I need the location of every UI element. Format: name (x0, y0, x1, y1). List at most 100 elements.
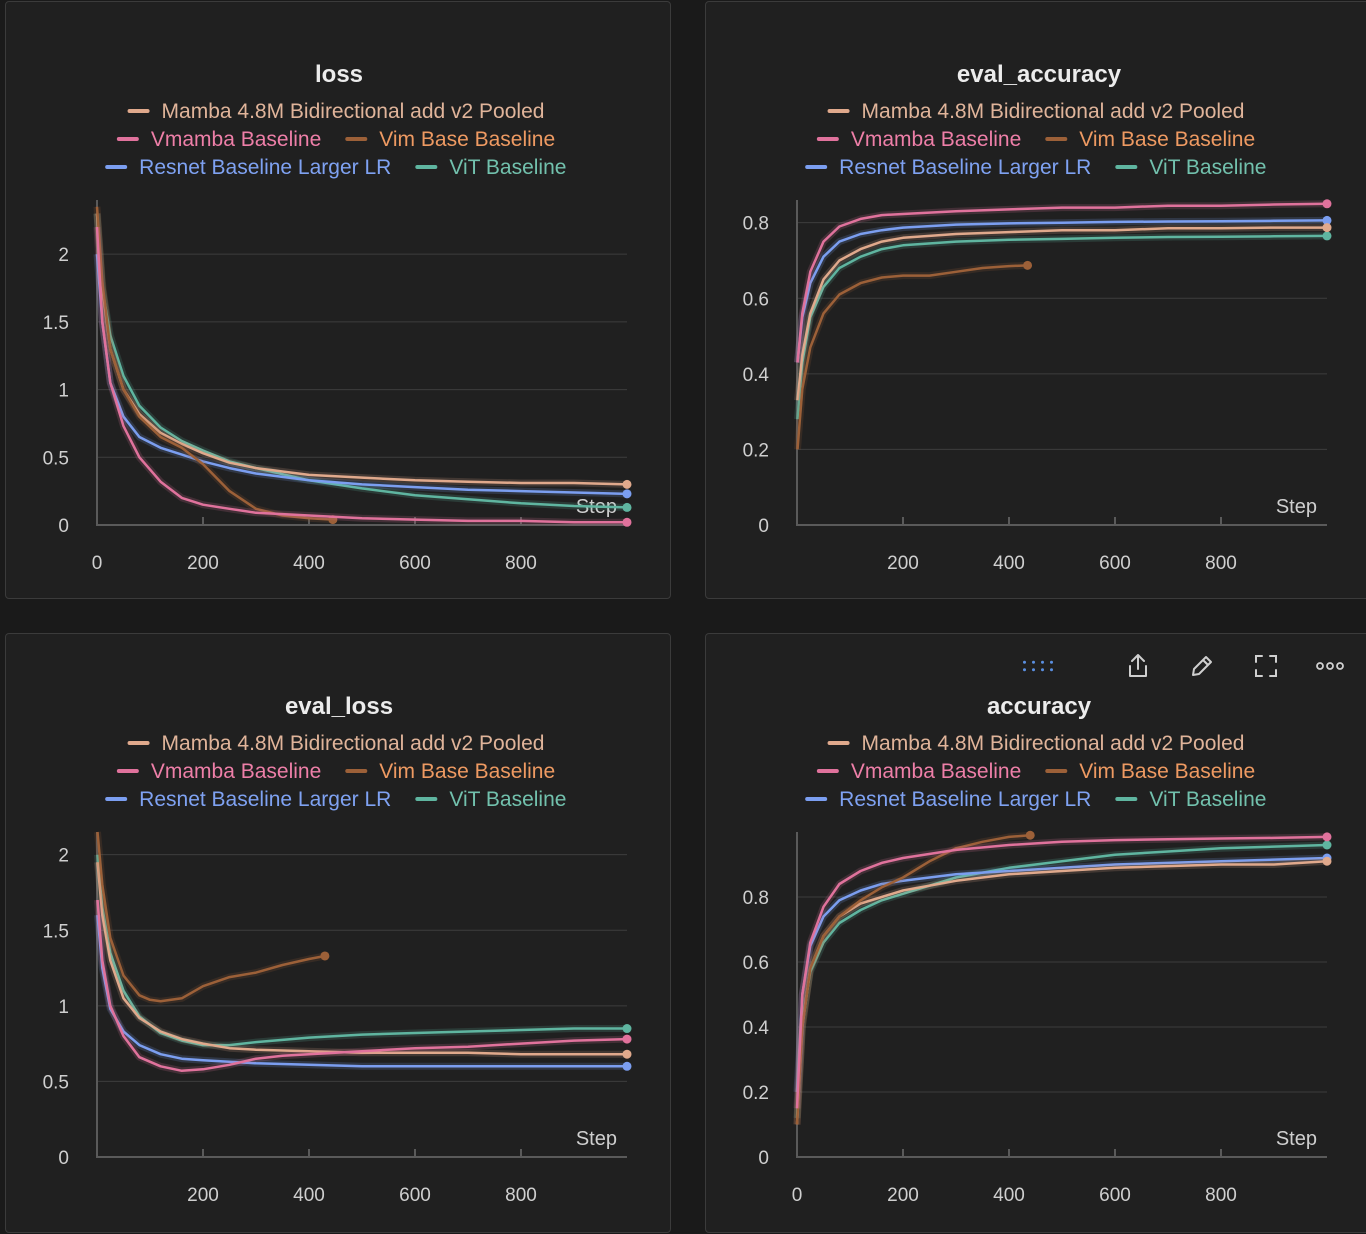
eval-accuracy-chart[interactable]: eval_accuracy Mamba 4.8M Bidirectional ad… (706, 2, 1366, 600)
accuracy-xtick-label: 0 (792, 1185, 803, 1206)
eval-accuracy-series-endpoint-vmamba-baseline[interactable] (1322, 199, 1332, 209)
eval-loss-series-endpoint-vit-baseline[interactable] (622, 1024, 632, 1034)
accuracy-series-band-vmamba-baseline (793, 833, 1328, 1109)
accuracy-ytick-label: 0.8 (743, 888, 769, 909)
loss-series-line-vmamba-baseline[interactable] (95, 227, 627, 524)
accuracy-series-endpoint-vit-baseline[interactable] (1322, 840, 1332, 850)
eval-loss-xtick-label: 200 (187, 1185, 219, 1206)
eval-loss-legend-vmamba-baseline[interactable]: Vmamba Baseline (116, 760, 321, 783)
eval-loss-ytick-label: 1.5 (43, 921, 69, 942)
eval-loss-series-endpoint-vmamba-baseline[interactable] (622, 1034, 632, 1044)
svg-text:Vim Base Baseline: Vim Base Baseline (379, 760, 555, 783)
eval-loss-series-line-mamba-4-8m-bidirectional-add-v2-pooled[interactable] (96, 862, 628, 1056)
accuracy-series-endpoint-mamba-4-8m-bidirectional-add-v2-pooled[interactable] (1322, 856, 1332, 866)
accuracy-xtick-label: 600 (1099, 1185, 1131, 1206)
accuracy-series-line-vim-base-baseline[interactable] (795, 834, 1031, 1125)
loss-series-line-vit-baseline[interactable] (95, 213, 628, 509)
accuracy-legend-vmamba-baseline[interactable]: Vmamba Baseline (816, 760, 1021, 783)
eval-accuracy-legend-vit-baseline[interactable]: ViT Baseline (1115, 156, 1266, 179)
eval-accuracy-series-endpoint-resnet-baseline-larger-lr[interactable] (1322, 215, 1332, 225)
accuracy-chart[interactable]: accuracy Mamba 4.8M Bidirectional add v2 … (706, 634, 1366, 1234)
svg-text:ViT Baseline: ViT Baseline (449, 788, 566, 811)
eval-accuracy-xtick-label: 800 (1205, 553, 1237, 574)
accuracy-xtick-label: 800 (1205, 1185, 1237, 1206)
eval-accuracy-legend-resnet-baseline-larger-lr[interactable]: Resnet Baseline Larger LR (805, 156, 1091, 179)
eval-loss-legend-resnet-baseline-larger-lr[interactable]: Resnet Baseline Larger LR (105, 788, 391, 811)
eval-loss-ytick-label: 0.5 (43, 1072, 69, 1093)
loss-xtick-label: 800 (505, 553, 537, 574)
eval-accuracy-title: eval_accuracy (957, 61, 1122, 88)
edit-icon[interactable] (1184, 648, 1220, 684)
eval-loss-series-band-mamba-4-8m-bidirectional-add-v2-pooled (94, 861, 627, 1058)
eval-accuracy-series-endpoint-mamba-4-8m-bidirectional-add-v2-pooled[interactable] (1322, 223, 1332, 233)
more-icon[interactable] (1312, 648, 1348, 684)
accuracy-legend-vit-baseline[interactable]: ViT Baseline (1115, 788, 1266, 811)
share-icon[interactable] (1120, 648, 1156, 684)
eval-loss-series-line-vit-baseline[interactable] (96, 854, 628, 1047)
eval-accuracy-legend-mamba-4-8m-bidirectional-add-v2-pooled[interactable]: Mamba 4.8M Bidirectional add v2 Pooled (827, 100, 1245, 123)
svg-text:Vmamba Baseline: Vmamba Baseline (151, 128, 321, 151)
loss-xtick-label: 600 (399, 553, 431, 574)
eval-loss-series-endpoint-mamba-4-8m-bidirectional-add-v2-pooled[interactable] (622, 1049, 632, 1059)
loss-legend-resnet-baseline-larger-lr[interactable]: Resnet Baseline Larger LR (105, 156, 391, 179)
eval-loss-chart[interactable]: eval_loss Mamba 4.8M Bidirectional add v2… (6, 634, 672, 1234)
loss-ytick-label: 0 (58, 516, 69, 537)
loss-series-endpoint-mamba-4-8m-bidirectional-add-v2-pooled[interactable] (622, 479, 632, 489)
loss-legend-mamba-4-8m-bidirectional-add-v2-pooled[interactable]: Mamba 4.8M Bidirectional add v2 Pooled (127, 100, 545, 123)
loss-chart[interactable]: loss Mamba 4.8M Bidirectional add v2 Pool… (6, 2, 672, 600)
eval-loss-series-line-vmamba-baseline[interactable] (96, 899, 628, 1073)
loss-legend-vmamba-baseline[interactable]: Vmamba Baseline (116, 128, 321, 151)
eval-accuracy-series-endpoint-vit-baseline[interactable] (1322, 231, 1332, 241)
loss-series-line-resnet-baseline-larger-lr[interactable] (95, 254, 628, 496)
eval-accuracy-series-line-vmamba-baseline[interactable] (796, 202, 1328, 363)
fullscreen-icon[interactable] (1248, 648, 1284, 684)
eval-loss-series-endpoint-vim-base-baseline[interactable] (320, 951, 330, 961)
eval-loss-xtick-label: 600 (399, 1185, 431, 1206)
loss-legend-vim-base-baseline[interactable]: Vim Base Baseline (345, 128, 555, 151)
loss-legend-vit-baseline[interactable]: ViT Baseline (415, 156, 566, 179)
eval-accuracy-series-line-mamba-4-8m-bidirectional-add-v2-pooled[interactable] (796, 226, 1328, 401)
eval-accuracy-legend-vmamba-baseline[interactable]: Vmamba Baseline (816, 128, 1021, 151)
eval-loss-legend-vit-baseline[interactable]: ViT Baseline (415, 788, 566, 811)
loss-series-line-vim-base-baseline[interactable] (95, 206, 333, 521)
eval-accuracy-xtick-label: 400 (993, 553, 1025, 574)
loss-ytick-label: 2 (58, 245, 69, 266)
loss-series-endpoint-vit-baseline[interactable] (622, 502, 632, 512)
accuracy-series-line-resnet-baseline-larger-lr[interactable] (795, 856, 1328, 1093)
accuracy-legend-resnet-baseline-larger-lr[interactable]: Resnet Baseline Larger LR (805, 788, 1091, 811)
svg-text:Mamba 4.8M Bidirectional add v: Mamba 4.8M Bidirectional add v2 Pooled (862, 100, 1245, 123)
eval-loss-legend-vim-base-baseline[interactable]: Vim Base Baseline (345, 760, 555, 783)
accuracy-series-endpoint-vmamba-baseline[interactable] (1322, 832, 1332, 842)
eval-accuracy-series-line-resnet-baseline-larger-lr[interactable] (796, 219, 1328, 363)
eval-accuracy-chart-panel: eval_accuracy Mamba 4.8M Bidirectional ad… (705, 1, 1366, 599)
accuracy-legend-mamba-4-8m-bidirectional-add-v2-pooled[interactable]: Mamba 4.8M Bidirectional add v2 Pooled (827, 732, 1245, 755)
loss-series-endpoint-resnet-baseline-larger-lr[interactable] (622, 489, 632, 499)
accuracy-series-band-mamba-4-8m-bidirectional-add-v2-pooled (793, 857, 1328, 1125)
accuracy-series-line-vmamba-baseline[interactable] (795, 835, 1328, 1109)
accuracy-legend-vim-base-baseline[interactable]: Vim Base Baseline (1045, 760, 1255, 783)
eval-accuracy-xtick-label: 600 (1099, 553, 1131, 574)
svg-text:Vmamba Baseline: Vmamba Baseline (851, 128, 1021, 151)
svg-text:Mamba 4.8M Bidirectional add v: Mamba 4.8M Bidirectional add v2 Pooled (862, 732, 1245, 755)
eval-loss-series-endpoint-resnet-baseline-larger-lr[interactable] (622, 1061, 632, 1071)
eval-accuracy-series-line-vim-base-baseline[interactable] (796, 264, 1028, 450)
eval-accuracy-ytick-label: 0 (758, 516, 769, 537)
drag-handle-icon[interactable] (1020, 648, 1056, 684)
svg-text:Mamba 4.8M Bidirectional add v: Mamba 4.8M Bidirectional add v2 Pooled (162, 100, 545, 123)
loss-title: loss (315, 61, 363, 88)
accuracy-xlabel: Step (1276, 1128, 1317, 1150)
loss-xtick-label: 400 (293, 553, 325, 574)
eval-accuracy-xlabel: Step (1276, 496, 1317, 518)
svg-text:Vmamba Baseline: Vmamba Baseline (851, 760, 1021, 783)
eval-loss-legend-mamba-4-8m-bidirectional-add-v2-pooled[interactable]: Mamba 4.8M Bidirectional add v2 Pooled (127, 732, 545, 755)
loss-series-endpoint-vmamba-baseline[interactable] (622, 517, 632, 527)
eval-loss-series-band-vmamba-baseline (94, 899, 628, 1075)
eval-accuracy-legend-vim-base-baseline[interactable]: Vim Base Baseline (1045, 128, 1255, 151)
accuracy-series-endpoint-vim-base-baseline[interactable] (1025, 830, 1035, 840)
eval-loss-series-line-vim-base-baseline[interactable] (96, 831, 326, 1003)
svg-text:Resnet Baseline Larger LR: Resnet Baseline Larger LR (839, 156, 1091, 179)
eval-accuracy-series-endpoint-vim-base-baseline[interactable] (1023, 260, 1033, 270)
svg-text:ViT Baseline: ViT Baseline (1149, 788, 1266, 811)
eval-accuracy-series-line-vit-baseline[interactable] (796, 234, 1328, 420)
eval-loss-ytick-label: 0 (58, 1148, 69, 1169)
